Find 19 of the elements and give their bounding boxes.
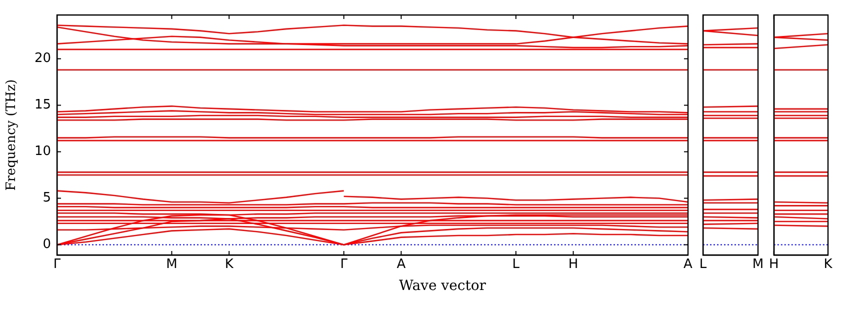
x-tick-label: L [512, 257, 520, 272]
x-tick-label: A [396, 257, 406, 272]
x-tick-label: Γ [53, 257, 62, 272]
x-tick-label: H [768, 257, 779, 272]
x-tick-label: H [568, 257, 578, 272]
x-tick-label: M [166, 257, 178, 272]
x-tick-label: L [699, 257, 708, 272]
x-tick-label: A [684, 257, 693, 272]
y-tick-label: 15 [34, 98, 51, 113]
x-tick-label: M [752, 257, 764, 272]
y-tick-label: 20 [34, 51, 51, 66]
x-tick-label: Γ [340, 257, 348, 272]
x-tick-label: K [224, 257, 234, 272]
y-tick-label: 0 [42, 237, 51, 252]
y-tick-label: 10 [34, 144, 51, 160]
x-axis-title: Wave vector [398, 278, 487, 294]
y-axis-title: Frequency (THz) [4, 79, 20, 191]
y-tick-label: 5 [42, 190, 51, 206]
x-tick-label: K [824, 257, 833, 272]
